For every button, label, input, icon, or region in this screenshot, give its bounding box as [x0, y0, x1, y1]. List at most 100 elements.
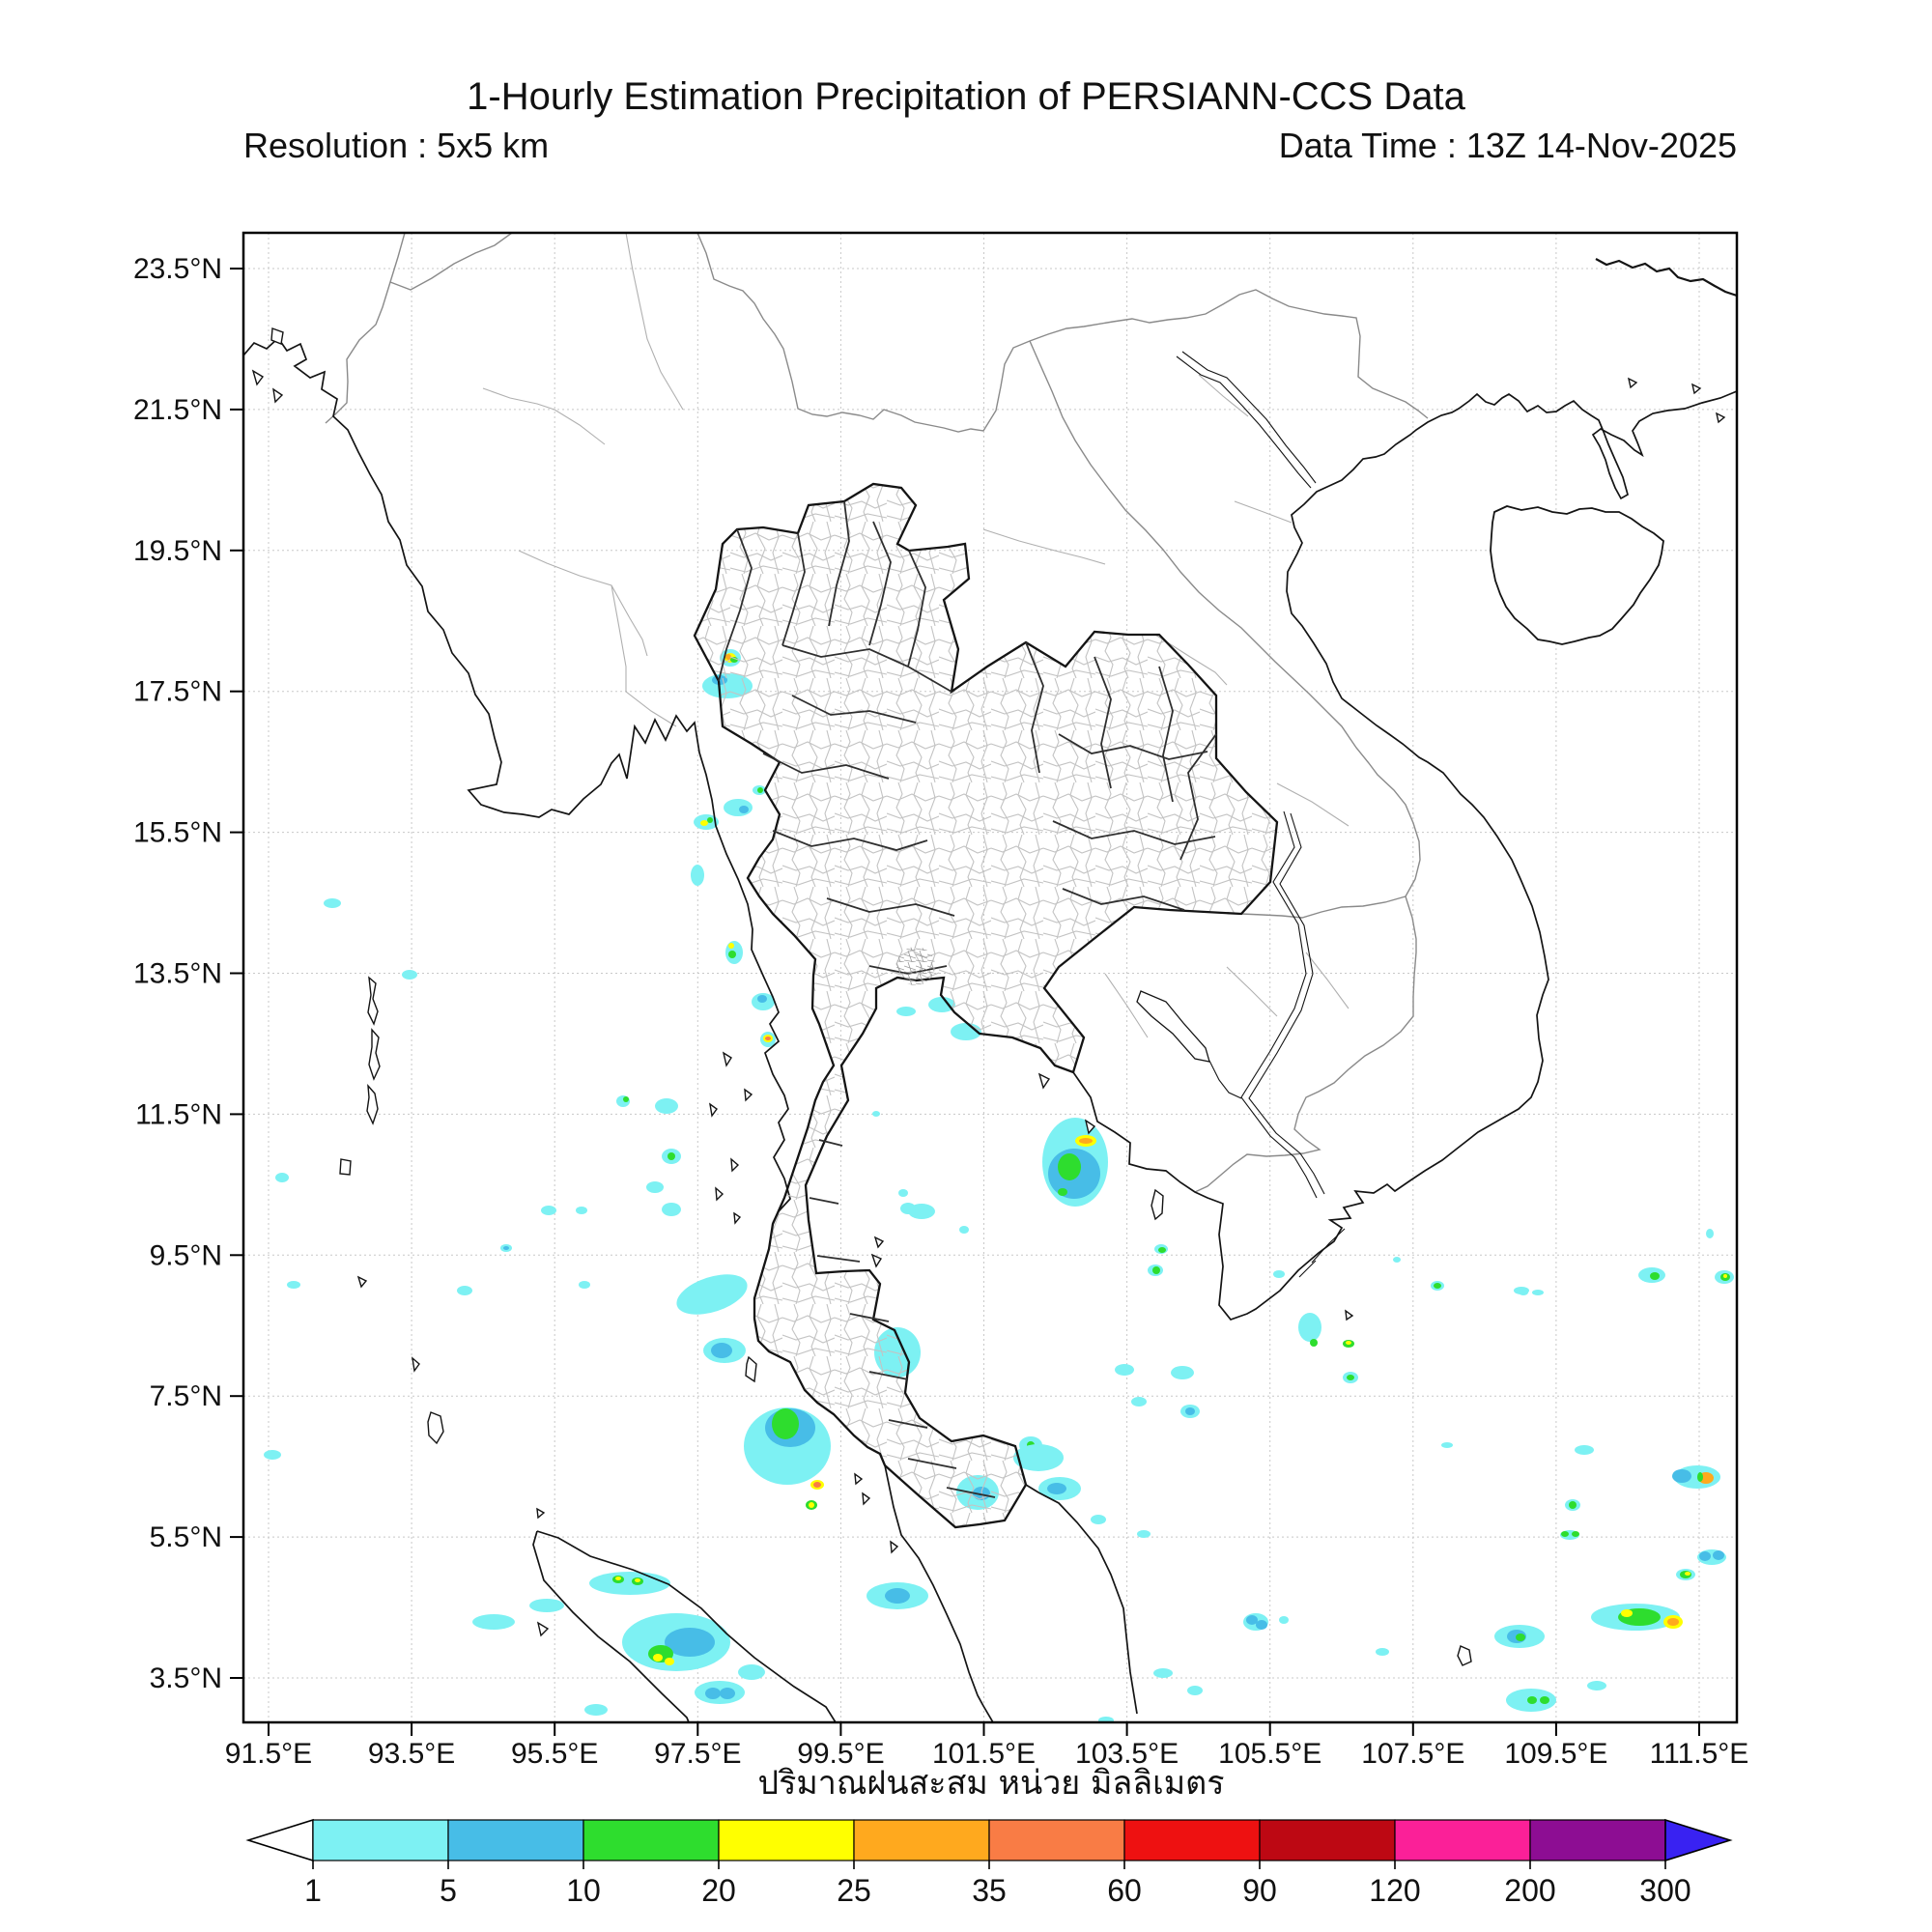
- y-tick-label: 11.5°N: [135, 1098, 222, 1130]
- precipitation-cell: [1527, 1696, 1537, 1704]
- precipitation-cell: [676, 1274, 748, 1315]
- precipitation-cell: [1713, 1550, 1724, 1560]
- colorbar-tick-label: 25: [837, 1873, 871, 1908]
- coastline-bay-of-bengal-myanmar: [243, 336, 791, 1224]
- x-tick-label: 95.5°E: [511, 1738, 598, 1770]
- thailand-border: [693, 482, 1279, 1529]
- precipitation-cell: [541, 1206, 556, 1215]
- colorbar-segment: [1259, 1819, 1396, 1861]
- x-tick-label: 93.5°E: [368, 1738, 455, 1770]
- precipitation-cell: [1256, 1620, 1267, 1630]
- precipitation-cell: [1058, 1153, 1081, 1180]
- precipitation-cell: [809, 1502, 814, 1508]
- precipitation-cell: [1115, 1364, 1134, 1376]
- y-tick-label: 7.5°N: [150, 1380, 222, 1412]
- precipitation-cell: [885, 1588, 910, 1604]
- country-borders: [325, 233, 1429, 1193]
- x-tick-label: 107.5°E: [1361, 1738, 1464, 1770]
- precipitation-cell: [1441, 1442, 1453, 1448]
- precipitation-cell: [646, 1181, 664, 1193]
- hainan-island: [1490, 505, 1664, 645]
- colorbar: 1 5 10 20 25 35 60 90 120 200 300: [245, 1818, 1733, 1908]
- precipitation-cell: [275, 1173, 289, 1182]
- y-tick-label: 3.5°N: [150, 1662, 222, 1694]
- precipitation-cell: [1697, 1472, 1703, 1482]
- precipitation-cell: [1575, 1445, 1594, 1455]
- colorbar-segment: [988, 1819, 1125, 1861]
- precipitation-cell: [1152, 1266, 1160, 1274]
- precipitation-cell: [668, 1152, 675, 1160]
- precipitation-cell: [1098, 1717, 1114, 1722]
- colorbar-segment: [312, 1819, 449, 1861]
- neighbor-province-borders: [482, 233, 1350, 1038]
- precipitation-cell: [1561, 1531, 1569, 1537]
- precipitation-cell: [402, 970, 417, 980]
- tonle-sap-lake: [1136, 990, 1210, 1063]
- precipitation-cell: [1347, 1375, 1354, 1380]
- precipitation-cell: [1376, 1648, 1389, 1656]
- precipitation-cell: [900, 1203, 916, 1214]
- map-frame: [242, 231, 1739, 1724]
- colorbar-segment: [1123, 1819, 1261, 1861]
- colorbar-caption-thai: ปริมาณฝนสะสม หน่วย มิลลิเมตร: [757, 1764, 1225, 1803]
- precipitation-cell: [1532, 1290, 1544, 1295]
- y-tick-label: 17.5°N: [133, 676, 222, 708]
- colorbar-tick-label: 20: [701, 1873, 736, 1908]
- x-tick-label: 105.5°E: [1218, 1738, 1321, 1770]
- data-time-label: Data Time : 13Z 14-Nov-2025: [1278, 126, 1737, 165]
- colorbar-tick-label: 35: [972, 1873, 1007, 1908]
- x-tick-label: 99.5°E: [797, 1738, 884, 1770]
- colorbar-tick-label: 1: [304, 1873, 322, 1908]
- y-tick-label: 19.5°N: [133, 535, 222, 567]
- precipitation-cell: [728, 943, 734, 949]
- precipitation-cell: [1171, 1366, 1194, 1379]
- precipitation-cell: [813, 1482, 821, 1488]
- colorbar-over-arrow: [1664, 1818, 1733, 1862]
- precipitation-cell: [584, 1704, 608, 1716]
- precipitation-cell: [724, 799, 753, 816]
- precipitation-cell: [1091, 1515, 1106, 1524]
- page-title: 1-Hourly Estimation Precipitation of PER…: [467, 75, 1465, 118]
- precipitation-cell: [1516, 1634, 1525, 1641]
- precipitation-cell: [720, 1688, 735, 1699]
- precipitation-cell: [1723, 1274, 1727, 1278]
- precipitation-cell: [1706, 1229, 1714, 1238]
- colorbar-tick-label: 90: [1242, 1873, 1277, 1908]
- precipitation-cell: [1279, 1616, 1289, 1624]
- precipitation-cell: [1672, 1469, 1691, 1483]
- precipitation-cell: [707, 817, 713, 823]
- coastline-malaysia-sumatra: [532, 1464, 1138, 1722]
- precipitation-cell: [711, 1343, 732, 1358]
- precipitation-cell: [589, 1572, 670, 1595]
- precipitation-cell: [1058, 1188, 1067, 1196]
- precipitation-cell: [665, 1658, 674, 1665]
- precipitation-cell: [576, 1207, 587, 1214]
- colorbar-segment: [853, 1819, 990, 1861]
- bangkok-metro-cluster: [896, 947, 935, 985]
- precipitation-cell: [665, 1628, 715, 1657]
- coastline-indochina-china: [1072, 258, 1737, 1321]
- precipitation-cell: [739, 806, 749, 813]
- precipitation-cell: [1153, 1668, 1173, 1678]
- axis-layer: 91.5°E 93.5°E 95.5°E 97.5°E 99.5°E 101.5°E 103…: [133, 253, 1748, 1770]
- precipitation-cell: [1346, 1341, 1351, 1345]
- precipitation-cell: [324, 898, 341, 908]
- precipitation-cell: [738, 1664, 765, 1680]
- y-tick-label: 21.5°N: [133, 394, 222, 426]
- precipitation-cell: [1131, 1397, 1147, 1406]
- precipitation-cell: [1519, 1290, 1528, 1295]
- precipitation-cell: [1650, 1272, 1660, 1280]
- colorbar-segment: [582, 1819, 720, 1861]
- rivers: [1176, 351, 1346, 1278]
- colorbar-segment: [1529, 1819, 1666, 1861]
- precipitation-cell: [1185, 1407, 1195, 1415]
- precipitation-cell: [700, 820, 708, 826]
- precipitation-cell: [1434, 1283, 1441, 1289]
- colorbar-tick-label: 120: [1369, 1873, 1420, 1908]
- precipitation-cell: [896, 1007, 916, 1016]
- precipitation-cell: [529, 1599, 564, 1612]
- x-tick-label: 103.5°E: [1075, 1738, 1179, 1770]
- precipitation-cell: [1187, 1686, 1203, 1695]
- precipitation-cell: [898, 1189, 908, 1197]
